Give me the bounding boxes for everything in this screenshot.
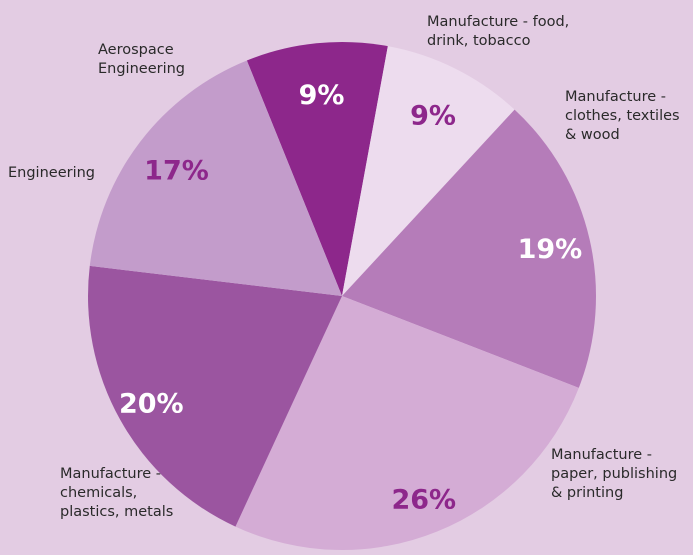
pie-slice xyxy=(246,41,388,296)
pie-slice xyxy=(88,265,342,527)
slice-percentage-label: 20% xyxy=(119,389,184,420)
category-labels: Manufacture - food, drink, tobaccoManufac… xyxy=(8,14,680,520)
slice-category-label: Aerospace Engineering xyxy=(98,42,185,77)
slice-category-label: Manufacture - chemicals, plastics, metals xyxy=(60,466,173,520)
slice-percentage-label: 9% xyxy=(299,80,345,111)
pie-slice xyxy=(342,46,515,296)
category-label-line: Manufacture - xyxy=(60,466,161,482)
pie-slice xyxy=(342,109,597,388)
category-label-line: & wood xyxy=(565,127,620,143)
slice-category-label: Manufacture - clothes, textiles & wood xyxy=(565,89,680,143)
category-label-line: paper, publishing xyxy=(551,466,677,482)
category-label-line: chemicals, xyxy=(60,485,137,501)
percentage-labels: 9% 9% 19% 26% 20% 17% xyxy=(119,80,582,516)
category-label-line: Engineering xyxy=(98,61,185,77)
category-label-line: Manufacture - xyxy=(565,89,666,105)
pie-slice xyxy=(89,60,342,296)
category-label-line: clothes, textiles xyxy=(565,108,680,124)
slice-category-label: Manufacture - food, drink, tobacco xyxy=(427,14,569,49)
slice-percentage-label: 19% xyxy=(518,234,583,265)
slice-category-label: Engineering xyxy=(8,165,95,181)
category-label-line: plastics, metals xyxy=(60,504,173,520)
pie-slice xyxy=(235,296,579,551)
category-label-line: & printing xyxy=(551,485,623,501)
slice-category-label: Manufacture - paper, publishing & printing xyxy=(551,447,677,501)
category-label-line: Engineering xyxy=(8,165,95,181)
slice-percentage-label: 9% xyxy=(410,100,456,131)
slice-percentage-label: 17% xyxy=(144,156,209,187)
category-label-line: Manufacture - food, xyxy=(427,14,569,30)
category-label-line: Manufacture - xyxy=(551,447,652,463)
slice-percentage-label: 26% xyxy=(391,485,456,516)
pie-slices xyxy=(88,41,597,551)
category-label-line: drink, tobacco xyxy=(427,33,531,49)
category-label-line: Aerospace xyxy=(98,42,174,58)
